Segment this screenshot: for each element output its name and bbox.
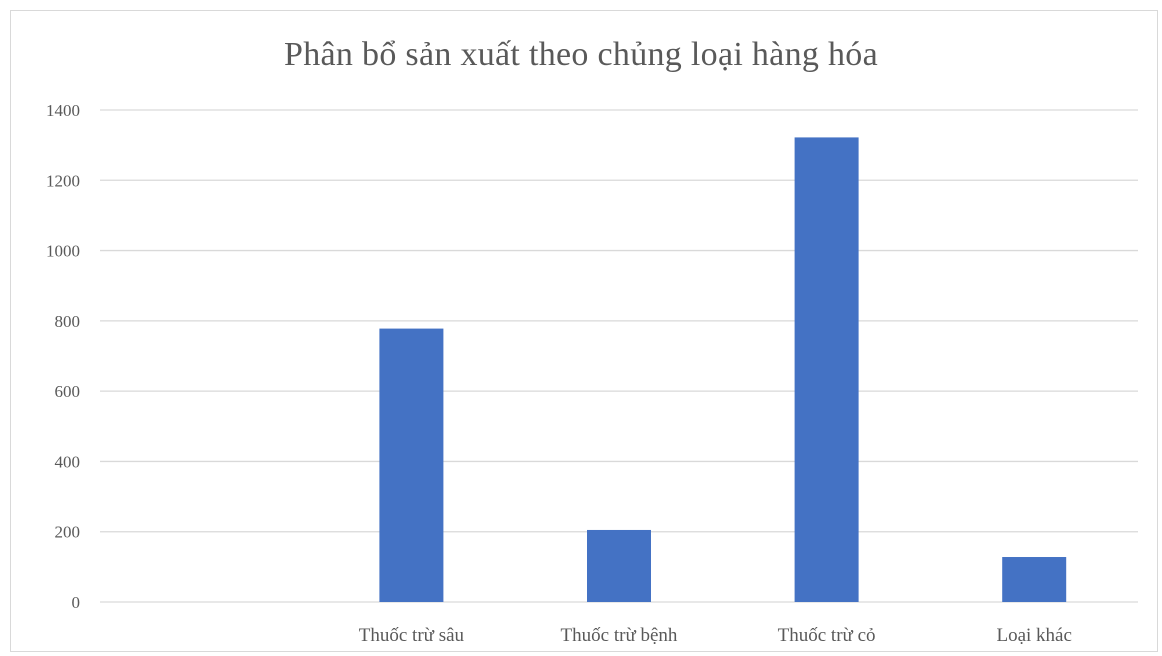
bar-3	[794, 137, 859, 602]
x-category-label: Loại khác	[996, 625, 1071, 646]
y-tick-label: 800	[55, 312, 81, 331]
y-tick-label: 1400	[46, 101, 80, 120]
chart-frame	[10, 10, 1158, 652]
x-category-label: Thuốc trừ bệnh	[561, 625, 678, 646]
bar-4	[1002, 557, 1067, 602]
x-category-label: Thuốc trừ cỏ	[778, 625, 876, 646]
y-tick-label: 1000	[46, 242, 80, 261]
chart-title: Phân bổ sản xuất theo chủng loại hàng hó…	[284, 36, 878, 73]
y-tick-label: 1200	[46, 171, 80, 190]
y-tick-label: 200	[55, 523, 81, 542]
y-tick-label: 400	[55, 452, 81, 471]
bar-2	[587, 529, 651, 602]
y-tick-label: 600	[55, 382, 81, 401]
y-tick-label: 0	[72, 593, 81, 612]
x-category-label: Thuốc trừ sâu	[359, 625, 465, 646]
bar-1	[379, 328, 444, 602]
